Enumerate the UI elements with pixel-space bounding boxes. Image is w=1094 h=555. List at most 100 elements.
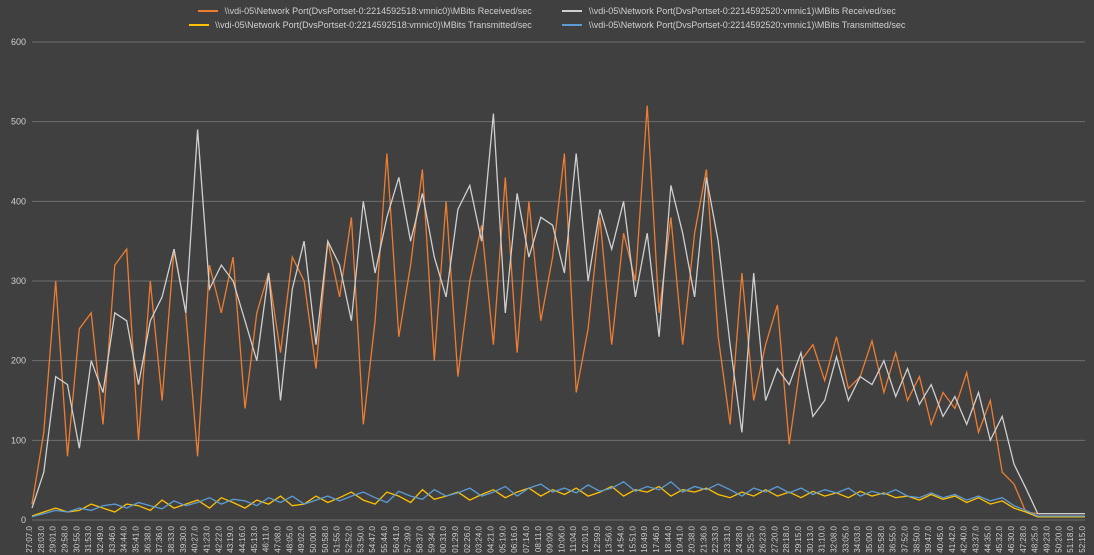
svg-text:300: 300 <box>11 276 26 286</box>
svg-text:35:58.0: 35:58.0 <box>877 525 886 552</box>
svg-text:39:47.0: 39:47.0 <box>924 525 933 552</box>
chart-legend: \\vdi-05\Network Port(DvsPortset-0:22145… <box>0 4 1094 32</box>
svg-text:42:22.0: 42:22.0 <box>214 525 223 552</box>
svg-text:56:41.0: 56:41.0 <box>392 525 401 552</box>
svg-text:01:29.0: 01:29.0 <box>451 525 460 552</box>
svg-text:37:52.0: 37:52.0 <box>901 525 910 552</box>
svg-text:57:39.0: 57:39.0 <box>404 525 413 552</box>
svg-text:27:20.0: 27:20.0 <box>770 525 779 552</box>
svg-text:20:38.0: 20:38.0 <box>688 525 697 552</box>
svg-text:55:44.0: 55:44.0 <box>380 525 389 552</box>
svg-text:03:24.0: 03:24.0 <box>475 525 484 552</box>
svg-text:54:47.0: 54:47.0 <box>368 525 377 552</box>
svg-text:22:33.0: 22:33.0 <box>711 525 720 552</box>
svg-text:43:19.0: 43:19.0 <box>226 525 235 552</box>
svg-text:32:08.0: 32:08.0 <box>830 525 839 552</box>
svg-text:29:15.0: 29:15.0 <box>794 525 803 552</box>
svg-text:46:30.0: 46:30.0 <box>1007 525 1016 552</box>
svg-text:10:06.0: 10:06.0 <box>557 525 566 552</box>
svg-text:38:33.0: 38:33.0 <box>167 525 176 552</box>
legend-swatch <box>189 24 209 26</box>
svg-text:31:53.0: 31:53.0 <box>84 525 93 552</box>
svg-text:07:14.0: 07:14.0 <box>522 525 531 552</box>
svg-text:29:58.0: 29:58.0 <box>60 525 69 552</box>
svg-text:41:42.0: 41:42.0 <box>948 525 957 552</box>
legend-swatch <box>562 10 582 12</box>
svg-text:35:00.0: 35:00.0 <box>865 525 874 552</box>
svg-text:34:03.0: 34:03.0 <box>853 525 862 552</box>
svg-text:21:36.0: 21:36.0 <box>699 525 708 552</box>
svg-text:14:54.0: 14:54.0 <box>617 525 626 552</box>
svg-text:39:30.0: 39:30.0 <box>179 525 188 552</box>
svg-text:24:28.0: 24:28.0 <box>735 525 744 552</box>
legend-label: \\vdi-05\Network Port(DvsPortset-0:22145… <box>589 6 896 16</box>
svg-text:32:49.0: 32:49.0 <box>96 525 105 552</box>
svg-text:35:41.0: 35:41.0 <box>131 525 140 552</box>
svg-text:45:13.0: 45:13.0 <box>250 525 259 552</box>
svg-text:25:25.0: 25:25.0 <box>747 525 756 552</box>
svg-text:500: 500 <box>11 117 26 127</box>
svg-text:50:58.0: 50:58.0 <box>321 525 330 552</box>
svg-text:49:02.0: 49:02.0 <box>297 525 306 552</box>
svg-text:47:08.0: 47:08.0 <box>273 525 282 552</box>
svg-text:30:55.0: 30:55.0 <box>72 525 81 552</box>
svg-text:28:18.0: 28:18.0 <box>782 525 791 552</box>
svg-text:12:01.0: 12:01.0 <box>581 525 590 552</box>
svg-text:51:55.0: 51:55.0 <box>333 525 342 552</box>
svg-text:11:04.0: 11:04.0 <box>569 525 578 552</box>
chart-svg: 010020030040050060027:07.028:03.029:01.0… <box>0 0 1094 555</box>
legend-label: \\vdi-05\Network Port(DvsPortset-0:22145… <box>589 20 906 30</box>
svg-text:40:45.0: 40:45.0 <box>936 525 945 552</box>
svg-text:43:37.0: 43:37.0 <box>972 525 981 552</box>
svg-text:100: 100 <box>11 435 26 445</box>
legend-item: \\vdi-05\Network Port(DvsPortset-0:22145… <box>562 4 896 18</box>
svg-text:12:59.0: 12:59.0 <box>593 525 602 552</box>
svg-text:49:23.0: 49:23.0 <box>1043 525 1052 552</box>
legend-swatch <box>198 10 218 12</box>
legend-item: \\vdi-05\Network Port(DvsPortset-0:22145… <box>198 4 532 18</box>
svg-text:48:25.0: 48:25.0 <box>1031 525 1040 552</box>
svg-text:50:20.0: 50:20.0 <box>1054 525 1063 552</box>
svg-text:16:49.0: 16:49.0 <box>640 525 649 552</box>
svg-text:44:35.0: 44:35.0 <box>983 525 992 552</box>
svg-text:47:28.0: 47:28.0 <box>1019 525 1028 552</box>
svg-text:52:52.0: 52:52.0 <box>344 525 353 552</box>
svg-text:46:11.0: 46:11.0 <box>262 525 271 552</box>
svg-text:27:07.0: 27:07.0 <box>25 525 34 552</box>
svg-text:36:55.0: 36:55.0 <box>889 525 898 552</box>
svg-text:15:51.0: 15:51.0 <box>628 525 637 552</box>
svg-text:600: 600 <box>11 37 26 47</box>
svg-text:23:31.0: 23:31.0 <box>723 525 732 552</box>
svg-text:33:46.0: 33:46.0 <box>108 525 117 552</box>
svg-text:31:10.0: 31:10.0 <box>818 525 827 552</box>
svg-text:17:46.0: 17:46.0 <box>652 525 661 552</box>
svg-text:0: 0 <box>21 515 26 525</box>
svg-text:34:44.0: 34:44.0 <box>120 525 129 552</box>
svg-text:30:13.0: 30:13.0 <box>806 525 815 552</box>
svg-text:18:44.0: 18:44.0 <box>664 525 673 552</box>
legend-item: \\vdi-05\Network Port(DvsPortset-0:22145… <box>562 18 905 32</box>
svg-text:08:11.0: 08:11.0 <box>534 525 543 552</box>
legend-label: \\vdi-05\Network Port(DvsPortset-0:22145… <box>215 20 532 30</box>
svg-text:19:41.0: 19:41.0 <box>676 525 685 552</box>
svg-text:58:37.0: 58:37.0 <box>415 525 424 552</box>
svg-text:48:05.0: 48:05.0 <box>285 525 294 552</box>
svg-text:44:16.0: 44:16.0 <box>238 525 247 552</box>
svg-text:13:56.0: 13:56.0 <box>605 525 614 552</box>
svg-text:38:50.0: 38:50.0 <box>912 525 921 552</box>
legend-label: \\vdi-05\Network Port(DvsPortset-0:22145… <box>225 6 532 16</box>
legend-item: \\vdi-05\Network Port(DvsPortset-0:22145… <box>189 18 532 32</box>
svg-text:06:16.0: 06:16.0 <box>510 525 519 552</box>
svg-text:41:23.0: 41:23.0 <box>202 525 211 552</box>
svg-text:400: 400 <box>11 196 26 206</box>
svg-text:59:34.0: 59:34.0 <box>427 525 436 552</box>
svg-text:09:09.0: 09:09.0 <box>546 525 555 552</box>
legend-swatch <box>562 24 582 26</box>
svg-text:51:18.0: 51:18.0 <box>1066 525 1075 552</box>
svg-text:29:01.0: 29:01.0 <box>49 525 58 552</box>
svg-text:200: 200 <box>11 356 26 366</box>
svg-text:26:23.0: 26:23.0 <box>759 525 768 552</box>
svg-text:42:40.0: 42:40.0 <box>960 525 969 552</box>
svg-text:00:31.0: 00:31.0 <box>439 525 448 552</box>
svg-text:52:15.0: 52:15.0 <box>1078 525 1087 552</box>
